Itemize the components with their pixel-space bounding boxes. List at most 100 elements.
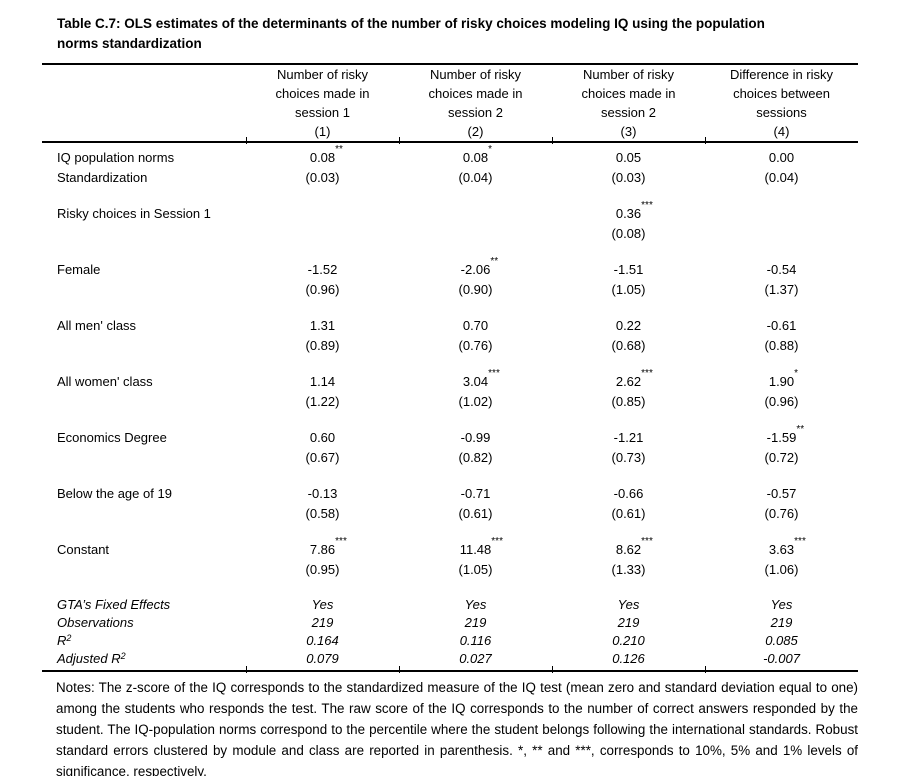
coefficient-value: 1.14 bbox=[309, 374, 336, 389]
variable-block: Risky choices in Session 1 0.36 *** (0.08) bbox=[42, 200, 858, 244]
stat-label: Observations bbox=[57, 615, 134, 630]
coefficient-cell bbox=[705, 204, 858, 224]
header-label-cell bbox=[42, 65, 246, 141]
column-number: (3) bbox=[620, 124, 637, 139]
row-label-continued bbox=[42, 280, 246, 300]
coefficient-cell: -0.71 bbox=[399, 484, 552, 504]
coefficient-cell: 0.08 * bbox=[399, 144, 552, 168]
stat-value: Yes bbox=[770, 597, 793, 612]
coefficient-value: -1.51 bbox=[613, 262, 644, 277]
coefficient-value: 1.31 bbox=[309, 318, 336, 333]
column-header: Number of risky choices made in session 2 (… bbox=[552, 65, 705, 141]
standard-error-row: (0.67) (0.82) (0.73) (0.72) bbox=[42, 448, 858, 468]
significance-stars: *** bbox=[641, 368, 653, 379]
coefficient-cell: -1.59 ** bbox=[705, 425, 858, 448]
stat-label: GTA’s Fixed Effects bbox=[57, 597, 171, 612]
header-rule bbox=[42, 137, 858, 144]
standard-error-row: (0.95) (1.05) (1.33) (1.06) bbox=[42, 560, 858, 580]
column-header-row: Number of risky choices made in session 1 (… bbox=[42, 65, 858, 141]
standard-error: (0.61) bbox=[611, 506, 646, 521]
column-divider-tick bbox=[552, 666, 553, 673]
coefficient-cell: -2.06 ** bbox=[399, 256, 552, 280]
coefficient-cell: 1.31 bbox=[246, 316, 399, 336]
stat-value: 0.210 bbox=[612, 633, 645, 648]
column-header: Number of risky choices made in session 2 (… bbox=[399, 65, 552, 141]
stat-row: Adjusted R2 0.079 0.027 0.126 -0.007 bbox=[42, 650, 858, 668]
row-label: All women' class bbox=[57, 374, 153, 389]
coefficient-cell: 2.62 *** bbox=[552, 368, 705, 392]
coefficient-cell: 0.22 bbox=[552, 316, 705, 336]
stat-row: Observations 219 219 219 219 bbox=[42, 614, 858, 632]
coefficient-value: 0.70 bbox=[462, 318, 489, 333]
coefficient-value: 3.63 bbox=[768, 542, 795, 557]
coefficient-row: IQ population norms 0.08 ** 0.08 * 0.05 0.00 bbox=[42, 144, 858, 168]
variable-block: Constant 7.86 *** 11.48 *** 8.62 *** 3.63 *** (0.… bbox=[42, 536, 858, 580]
coefficient-cell: 0.05 bbox=[552, 148, 705, 168]
standard-error bbox=[246, 224, 399, 244]
standard-error: (1.06) bbox=[764, 562, 799, 577]
standard-error: (0.88) bbox=[764, 338, 799, 353]
table-stats: GTA’s Fixed Effects Yes Yes Yes Yes Observati… bbox=[42, 596, 858, 668]
standard-error-row: (0.08) bbox=[42, 224, 858, 244]
stat-row: R2 0.164 0.116 0.210 0.085 bbox=[42, 632, 858, 650]
standard-error: (0.72) bbox=[764, 450, 799, 465]
table-header: Number of risky choices made in session 1 (… bbox=[42, 63, 858, 144]
row-label-continued bbox=[42, 392, 246, 412]
coefficient-cell: 3.04 *** bbox=[399, 369, 552, 392]
variable-block: Economics Degree 0.60 -0.99 -1.21 -1.59 ** (0.… bbox=[42, 425, 858, 468]
column-number: (4) bbox=[773, 124, 790, 139]
variable-block: All men' class 1.31 0.70 0.22 -0.61 (0.89) (0.… bbox=[42, 316, 858, 356]
coefficient-value: 7.86 bbox=[309, 542, 336, 557]
standard-error: (0.73) bbox=[611, 450, 646, 465]
coefficient-value: -1.59 bbox=[766, 430, 797, 445]
coefficient-row: Female -1.52 -2.06 ** -1.51 -0.54 bbox=[42, 256, 858, 280]
standard-error: (0.95) bbox=[305, 562, 340, 577]
column-header-line: session 1 bbox=[295, 105, 350, 120]
coefficient-cell: 0.36 *** bbox=[552, 200, 705, 224]
standard-error: (0.03) bbox=[305, 170, 340, 185]
coefficient-value: 1.90 bbox=[768, 374, 795, 389]
row-label: IQ population norms bbox=[57, 150, 175, 165]
variable-block: Female -1.52 -2.06 ** -1.51 -0.54 (0.96) (0.90)… bbox=[42, 256, 858, 300]
column-divider-tick bbox=[399, 137, 400, 144]
standard-error: (1.37) bbox=[764, 282, 799, 297]
column-header-line: choices made in bbox=[275, 86, 370, 101]
stat-label-cell: R2 bbox=[42, 632, 246, 651]
significance-stars: *** bbox=[794, 536, 806, 547]
coefficient-cell: 1.90 * bbox=[705, 369, 858, 392]
row-label: Risky choices in Session 1 bbox=[57, 206, 211, 221]
standard-error: (0.04) bbox=[458, 170, 493, 185]
stat-value: Yes bbox=[617, 597, 640, 612]
standard-error: (1.05) bbox=[458, 562, 493, 577]
standard-error: (0.76) bbox=[458, 338, 493, 353]
coefficient-cell: -1.51 bbox=[552, 260, 705, 280]
standard-error: (0.82) bbox=[458, 450, 493, 465]
stat-value: 0.079 bbox=[306, 651, 339, 666]
coefficient-cell: -0.57 bbox=[705, 484, 858, 504]
stat-value: Yes bbox=[464, 597, 487, 612]
standard-error: (0.96) bbox=[764, 394, 799, 409]
significance-stars: *** bbox=[641, 200, 653, 211]
significance-stars: ** bbox=[490, 256, 499, 267]
standard-error bbox=[399, 224, 552, 244]
column-header-line: session 2 bbox=[601, 105, 656, 120]
stat-value: 0.164 bbox=[306, 633, 339, 648]
significance-stars: * bbox=[488, 144, 493, 155]
stat-value: 219 bbox=[311, 615, 334, 630]
standard-error: (1.33) bbox=[611, 562, 646, 577]
stat-label-cell: Adjusted R2 bbox=[42, 650, 246, 669]
variable-block: IQ population norms 0.08 ** 0.08 * 0.05 0.00 St… bbox=[42, 144, 858, 188]
coefficient-value: -0.71 bbox=[460, 486, 491, 501]
coefficient-value: -0.61 bbox=[766, 318, 797, 333]
column-header-line: choices made in bbox=[428, 86, 523, 101]
column-header: Number of risky choices made in session 1 (… bbox=[246, 65, 399, 141]
coefficient-value: -0.57 bbox=[766, 486, 797, 501]
coefficient-value: 0.36 bbox=[615, 206, 642, 221]
column-header-line: Number of risky bbox=[582, 67, 675, 82]
stat-label-superscript: 2 bbox=[66, 633, 72, 643]
coefficient-row: Below the age of 19 -0.13 -0.71 -0.66 -0.57 bbox=[42, 484, 858, 504]
row-label-continued bbox=[42, 448, 246, 468]
variable-block: Below the age of 19 -0.13 -0.71 -0.66 -0.57 (… bbox=[42, 484, 858, 524]
column-header-line: sessions bbox=[756, 105, 807, 120]
stat-value: Yes bbox=[311, 597, 334, 612]
